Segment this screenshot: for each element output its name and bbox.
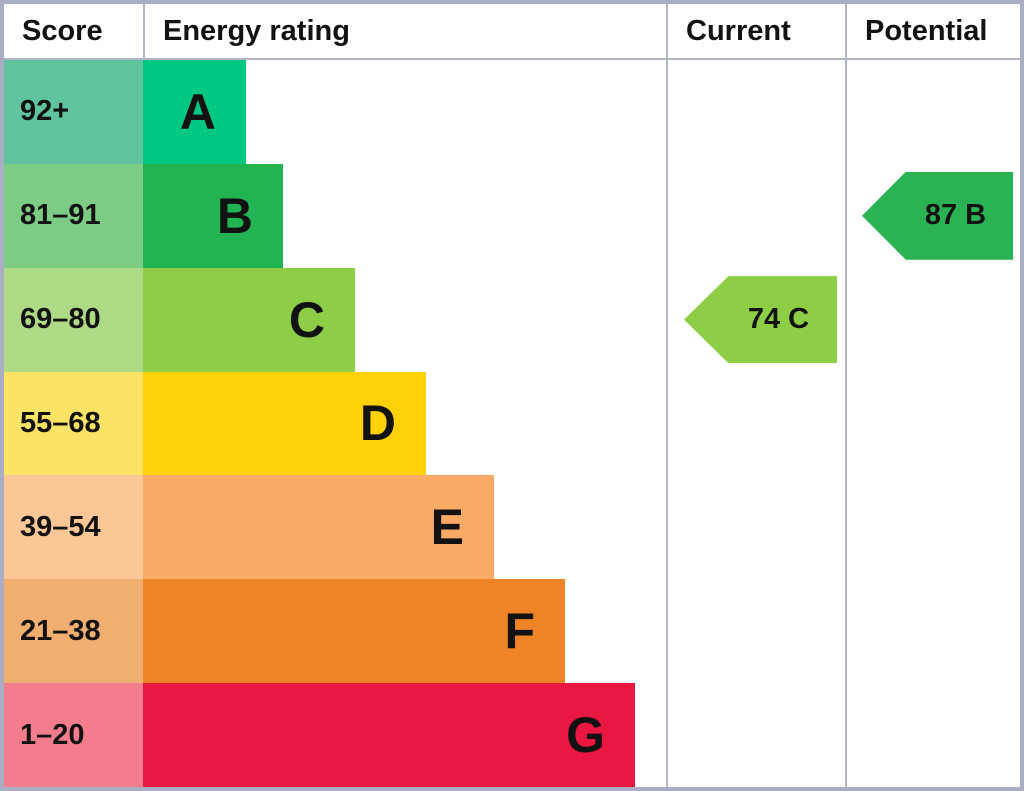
energy-band-row-a: A [143,60,666,164]
potential-column-row-e [845,475,1020,580]
potential-rating-arrow-label: 87 B [924,199,987,232]
band-letter-e: E [430,499,464,556]
band-letter-f: F [504,603,535,660]
band-letter-g: G [566,707,605,764]
current-column-row-c: 74 C [666,267,845,372]
score-range-b: 81–91 [4,163,143,268]
current-rating-arrow-label: 74 C [747,303,810,336]
current-column-row-g [666,683,845,787]
band-bar-d: D [143,371,426,476]
score-range-e: 39–54 [4,475,143,580]
epc-grid: Score Energy rating Current Potential 92… [4,4,1020,787]
potential-column-row-b: 87 B [845,163,1020,268]
band-bar-b: B [143,163,283,268]
band-letter-a: A [179,83,216,140]
current-column-row-b [666,163,845,268]
current-column-row-e [666,475,845,580]
energy-band-row-b: B [143,163,666,268]
band-bar-g: G [143,683,635,787]
score-range-c: 69–80 [4,267,143,372]
current-column-row-d [666,371,845,476]
energy-band-row-f: F [143,579,666,684]
band-bar-a: A [143,60,246,164]
score-range-g: 1–20 [4,683,143,787]
potential-column-row-f [845,579,1020,684]
band-bar-c: C [143,267,355,372]
band-letter-b: B [216,187,253,244]
score-range-f: 21–38 [4,579,143,684]
column-header-potential: Potential [845,4,1020,60]
potential-column-row-d [845,371,1020,476]
current-rating-arrow: 74 C [684,276,837,364]
energy-band-row-g: G [143,683,666,787]
band-bar-f: F [143,579,565,684]
band-bar-e: E [143,475,494,580]
column-header-energy-rating: Energy rating [143,4,666,60]
energy-band-row-d: D [143,371,666,476]
potential-rating-arrow: 87 B [862,171,1013,260]
current-column-row-f [666,579,845,684]
column-header-current: Current [666,4,845,60]
band-letter-d: D [359,395,396,452]
score-range-a: 92+ [4,60,143,164]
score-range-d: 55–68 [4,371,143,476]
potential-column-row-g [845,683,1020,787]
current-column-row-a [666,60,845,164]
potential-column-row-c [845,267,1020,372]
energy-band-row-c: C [143,267,666,372]
column-header-score: Score [4,4,143,60]
energy-band-row-e: E [143,475,666,580]
potential-column-row-a [845,60,1020,164]
band-letter-c: C [288,291,325,348]
